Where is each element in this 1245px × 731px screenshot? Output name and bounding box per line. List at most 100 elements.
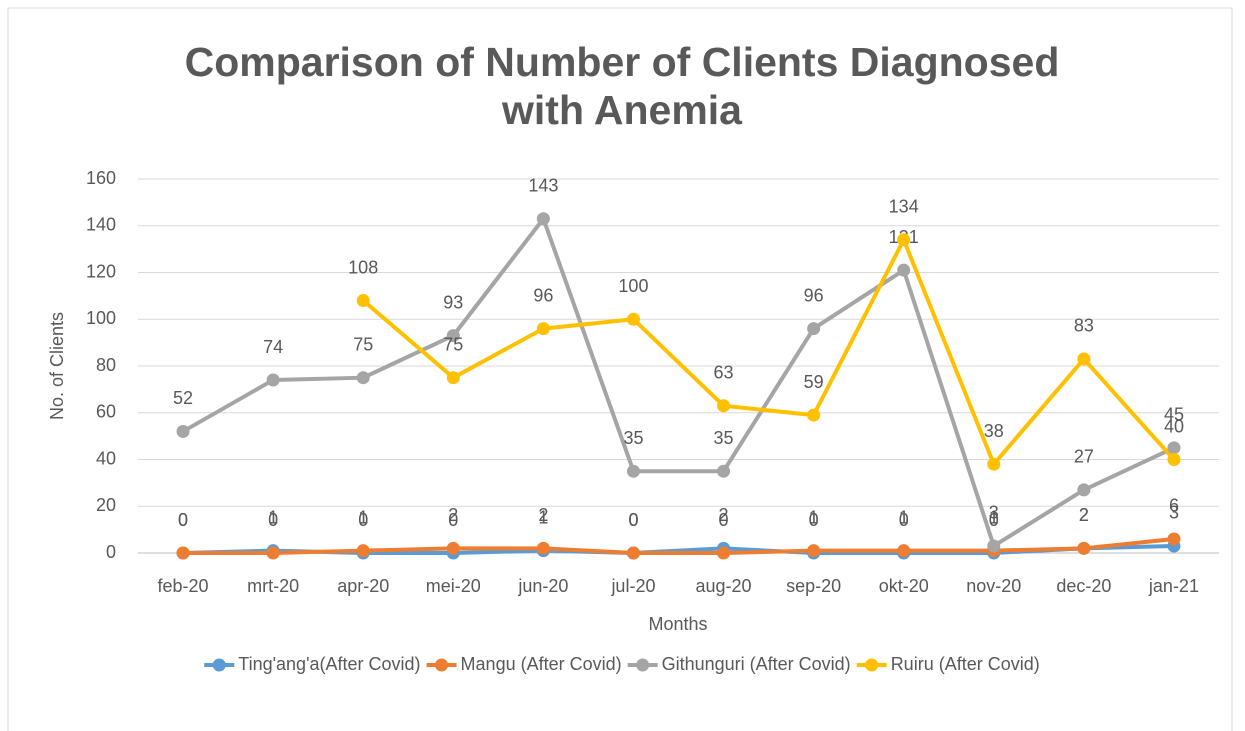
data-point xyxy=(807,322,821,336)
y-tick-label: 120 xyxy=(86,261,116,281)
series-line xyxy=(183,536,1175,555)
data-point xyxy=(536,212,550,226)
data-label: 38 xyxy=(984,421,1004,441)
data-label: 27 xyxy=(1074,447,1094,467)
data-label: 0 xyxy=(809,510,819,530)
x-tick-label: apr-20 xyxy=(337,576,389,596)
data-point xyxy=(446,371,460,385)
x-tick-label: nov-20 xyxy=(966,576,1021,596)
series-line xyxy=(182,216,1175,548)
y-tick-label: 0 xyxy=(106,542,116,562)
data-label: 0 xyxy=(719,510,729,530)
data-label: 3 xyxy=(989,503,999,523)
data-point xyxy=(266,373,280,387)
data-label: 0 xyxy=(268,510,278,530)
y-tick-label: 80 xyxy=(96,355,116,375)
data-point xyxy=(626,546,640,560)
y-tick-label: 160 xyxy=(86,168,116,188)
series-line xyxy=(361,237,1176,467)
data-point xyxy=(536,322,550,336)
x-tick-label: jul-20 xyxy=(610,576,655,596)
data-label: 1 xyxy=(358,507,368,527)
data-label: 134 xyxy=(889,197,919,217)
x-axis-label: Months xyxy=(648,614,707,634)
data-label: 1 xyxy=(989,507,999,527)
legend-marker xyxy=(636,658,650,672)
data-point xyxy=(1167,441,1181,455)
data-point xyxy=(807,408,821,422)
data-label: 63 xyxy=(714,362,734,382)
y-tick-label: 140 xyxy=(86,215,116,235)
data-point xyxy=(176,424,190,438)
data-label: 1 xyxy=(268,507,278,527)
y-tick-label: 60 xyxy=(96,402,116,422)
legend-label: Ruiru (After Covid) xyxy=(891,654,1040,674)
data-label: 59 xyxy=(804,372,824,392)
data-label: 1 xyxy=(809,507,819,527)
x-tick-label: dec-20 xyxy=(1056,576,1111,596)
data-label: 108 xyxy=(348,257,378,277)
legend-label: Ting'ang'a(After Covid) xyxy=(238,654,420,674)
data-point xyxy=(176,546,190,560)
data-point xyxy=(356,371,370,385)
x-tick-label: feb-20 xyxy=(158,576,209,596)
data-label: 74 xyxy=(263,337,283,357)
data-label: 1 xyxy=(899,507,909,527)
data-point xyxy=(987,539,1001,553)
data-label: 2 xyxy=(1079,505,1089,525)
data-point xyxy=(717,464,731,478)
data-point xyxy=(897,263,911,277)
y-axis-label: No. of Clients xyxy=(47,312,67,420)
data-label: 2 xyxy=(1079,505,1089,525)
data-label: 0 xyxy=(628,510,638,530)
data-point xyxy=(807,544,821,558)
data-label: 40 xyxy=(1164,416,1184,436)
data-label: 2 xyxy=(538,505,548,525)
x-tick-label: mrt-20 xyxy=(247,576,299,596)
legend-label: Githunguri (After Covid) xyxy=(662,654,851,674)
data-point xyxy=(266,546,280,560)
legend-marker xyxy=(435,658,449,672)
data-label: 96 xyxy=(533,285,553,305)
chart-frame xyxy=(7,7,1233,731)
data-label: 3 xyxy=(1169,503,1179,523)
x-tick-label: aug-20 xyxy=(696,576,752,596)
data-label: 0 xyxy=(358,510,368,530)
data-label: 35 xyxy=(714,428,734,448)
data-label: 93 xyxy=(443,292,463,312)
data-label: 0 xyxy=(628,510,638,530)
data-label: 1 xyxy=(538,507,548,527)
data-point xyxy=(1167,453,1181,466)
data-point xyxy=(356,544,370,558)
data-point xyxy=(1167,532,1181,546)
data-point xyxy=(446,541,460,555)
data-point xyxy=(717,546,731,560)
x-tick-label: sep-20 xyxy=(786,576,841,596)
legend-marker xyxy=(212,658,226,672)
data-label: 143 xyxy=(528,175,558,195)
data-point xyxy=(717,399,731,413)
data-label: 0 xyxy=(178,510,188,530)
data-label: 45 xyxy=(1164,405,1184,425)
data-label: 0 xyxy=(989,510,999,530)
data-point xyxy=(626,464,640,478)
data-point xyxy=(897,233,911,247)
y-tick-label: 40 xyxy=(96,448,116,468)
data-label: 83 xyxy=(1074,316,1094,336)
data-point xyxy=(1077,352,1091,366)
data-point xyxy=(536,541,550,555)
data-label: 75 xyxy=(443,334,463,354)
y-tick-label: 20 xyxy=(96,495,116,515)
x-tick-label: okt-20 xyxy=(879,576,929,596)
data-label: 0 xyxy=(178,510,188,530)
y-tick-label: 100 xyxy=(86,308,116,328)
data-point xyxy=(987,457,1001,471)
data-point xyxy=(626,312,640,326)
legend-marker xyxy=(865,658,879,672)
data-label: 100 xyxy=(618,276,648,296)
x-tick-label: jan-21 xyxy=(1148,576,1199,596)
data-label: 6 xyxy=(1169,496,1179,516)
data-label: 75 xyxy=(353,334,373,354)
data-point xyxy=(1077,483,1091,497)
